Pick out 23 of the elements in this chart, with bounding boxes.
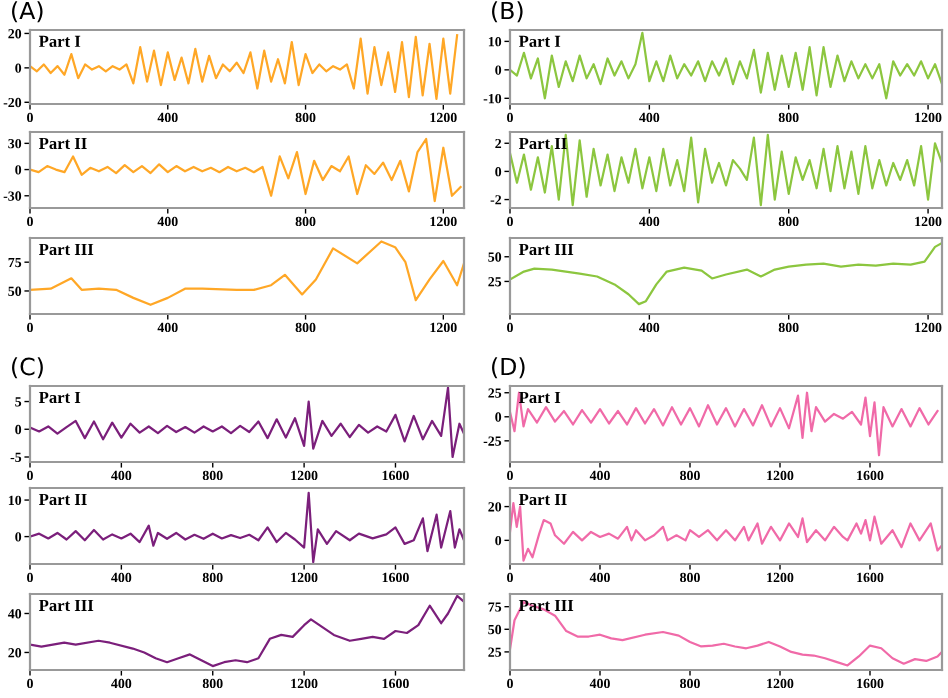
line-series [510, 31, 942, 100]
line-series [30, 386, 464, 459]
annotation: Part II [38, 137, 87, 150]
line-series [510, 601, 942, 667]
chart-title: (A) [12, 1, 43, 23]
chart-title: (B) [492, 1, 523, 23]
line-series [510, 241, 942, 306]
annotation: Part III [518, 243, 574, 256]
annotation: Part I [38, 391, 81, 404]
line-series [30, 137, 462, 203]
line-series [30, 491, 464, 564]
annotation: Part III [38, 243, 94, 256]
chart-title: (C) [12, 357, 43, 379]
annotation: Part III [38, 599, 94, 612]
annotation: Part II [38, 493, 87, 506]
chart-title: (D) [492, 357, 525, 379]
line-series [30, 34, 459, 100]
line-series [510, 133, 942, 207]
annotation: Part I [518, 35, 561, 47]
line-series [30, 594, 464, 668]
line-series [510, 391, 939, 457]
annotation: Part I [38, 35, 81, 47]
annotation: Part II [518, 493, 567, 506]
